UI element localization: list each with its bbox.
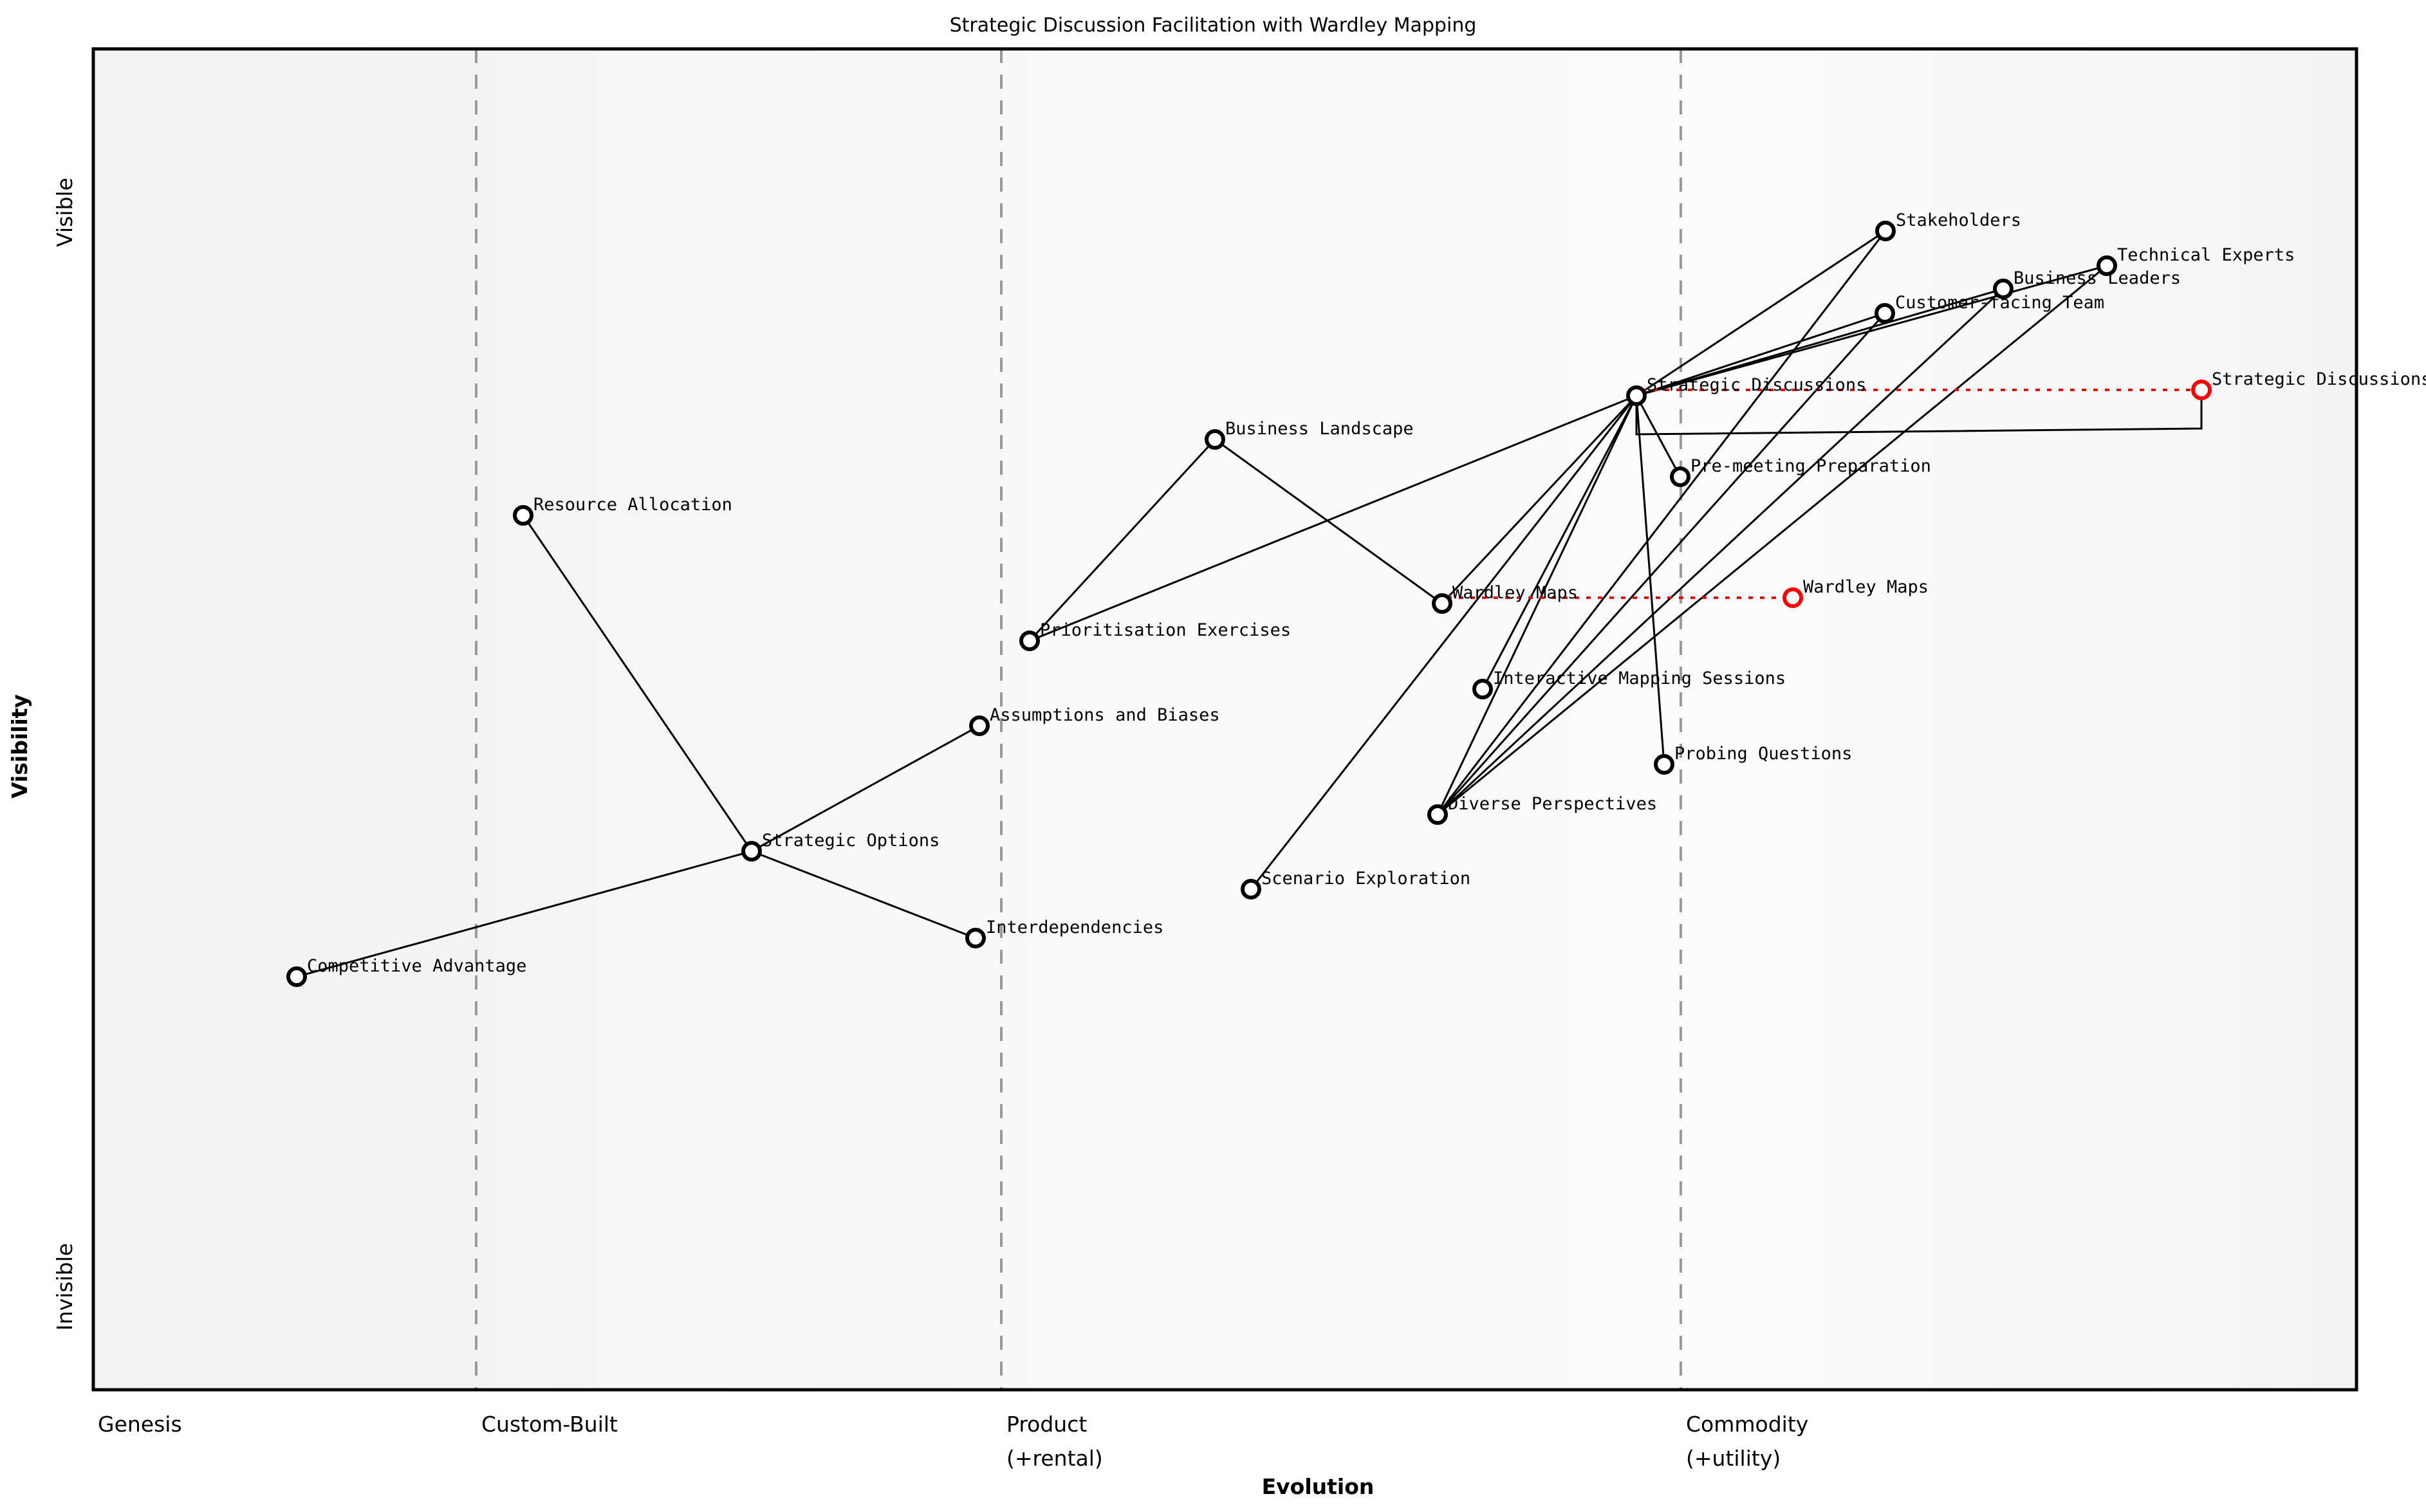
- node-label: Wardley Maps: [1803, 577, 1929, 597]
- node-marker[interactable]: [1626, 385, 1647, 406]
- node-label: Technical Experts: [2117, 245, 2295, 265]
- dependency-link: [1436, 230, 1887, 815]
- node-marker[interactable]: [741, 841, 762, 862]
- node-marker[interactable]: [1432, 593, 1452, 614]
- node-label: Strategic Options: [762, 831, 940, 851]
- node-marker[interactable]: [2097, 255, 2117, 276]
- node-label: Prioritisation Exercises: [1040, 620, 1291, 640]
- dependency-link: [1441, 394, 1638, 605]
- dependency-link: [1436, 395, 1638, 815]
- x-tick-product: Product: [1006, 1412, 1087, 1437]
- dependency-link: [1636, 312, 1885, 397]
- node-label: Interdependencies: [986, 917, 1163, 937]
- node-marker[interactable]: [1875, 303, 1895, 324]
- x-tick-commodity-sub: (+utility): [1686, 1446, 1781, 1471]
- node-label: Strategic Discussions: [1647, 375, 1866, 395]
- node-marker[interactable]: [1472, 679, 1493, 699]
- x-tick-commodity: Commodity: [1686, 1412, 1808, 1437]
- plot-background: [93, 49, 2357, 1390]
- dependency-link: [522, 515, 753, 852]
- node-marker[interactable]: [969, 715, 990, 736]
- dependency-link: [1636, 288, 2004, 397]
- axis-annotations: Evolution Visibility Visible Invisible G…: [7, 178, 1808, 1499]
- x-tick-custom-built: Custom-Built: [481, 1412, 618, 1437]
- node-label: Strategic Discussions: [2212, 369, 2426, 389]
- y-axis-title: Visibility: [7, 694, 32, 798]
- node-label: Competitive Advantage: [307, 956, 526, 976]
- node-label: Business Leaders: [2014, 268, 2181, 288]
- node-marker[interactable]: [1019, 631, 1040, 651]
- dependency-link: [751, 724, 980, 853]
- dependency-link: [296, 850, 752, 978]
- map-node-labels: Stakeholders Technical Experts Business Le…: [307, 210, 2426, 976]
- node-label: Pre-meeting Preparation: [1690, 456, 1931, 476]
- dependency-link: [1214, 438, 1443, 605]
- dependency-link: [1481, 395, 1638, 690]
- dependency-link: [1436, 313, 1886, 815]
- evolved-node-marker[interactable]: [2191, 380, 2212, 400]
- node-label: Stakeholders: [1896, 210, 2021, 230]
- dependency-link: [1436, 288, 2005, 816]
- dependency-link: [1636, 264, 2107, 397]
- dependency-links: [296, 230, 2107, 978]
- node-marker[interactable]: [1427, 804, 1448, 825]
- node-marker[interactable]: [1241, 879, 1261, 899]
- x-tick-product-sub: (+rental): [1006, 1446, 1103, 1471]
- dependency-link: [751, 850, 976, 939]
- dependency-link: [1635, 395, 1665, 765]
- node-label: Probing Questions: [1674, 744, 1852, 764]
- node-marker[interactable]: [965, 928, 986, 948]
- node-label: Interactive Mapping Sessions: [1493, 668, 1786, 688]
- y-tick-invisible: Invisible: [52, 1243, 77, 1331]
- x-axis-title: Evolution: [1262, 1474, 1375, 1499]
- dependency-link: [1250, 395, 1638, 890]
- node-label: Resource Allocation: [533, 495, 732, 515]
- evolution-arrows: [1436, 389, 2203, 599]
- node-marker[interactable]: [1670, 466, 1690, 487]
- y-tick-visible: Visible: [52, 178, 77, 247]
- node-label: Assumptions and Biases: [990, 705, 1220, 725]
- x-tick-genesis: Genesis: [98, 1412, 182, 1437]
- node-label: Scenario Exploration: [1261, 869, 1470, 889]
- dependency-link: [1029, 394, 1637, 642]
- dependency-link: [1636, 230, 1886, 397]
- node-marker[interactable]: [1875, 221, 1896, 241]
- evolved-node-marker[interactable]: [1782, 587, 1803, 608]
- node-marker[interactable]: [286, 966, 307, 987]
- evolution-elbow-connector: [1635, 390, 2203, 436]
- node-marker[interactable]: [1205, 429, 1225, 450]
- node-label: Wardley Maps: [1452, 583, 1578, 603]
- node-label: Business Landscape: [1225, 419, 1414, 439]
- map-nodes: [286, 221, 2212, 987]
- node-marker[interactable]: [1654, 754, 1674, 775]
- node-marker[interactable]: [513, 505, 533, 526]
- evolution-gridlines: [475, 49, 1682, 1390]
- dependency-link: [1028, 438, 1216, 642]
- dependency-link: [1635, 395, 1681, 477]
- page-title: Strategic Discussion Facilitation with W…: [949, 14, 1477, 37]
- node-label: Diverse Perspectives: [1448, 794, 1657, 814]
- dependency-link: [1437, 264, 2107, 816]
- node-marker[interactable]: [1993, 279, 2014, 299]
- plot-frame: [91, 47, 2358, 1392]
- node-label: Customer-facing Team: [1895, 293, 2104, 313]
